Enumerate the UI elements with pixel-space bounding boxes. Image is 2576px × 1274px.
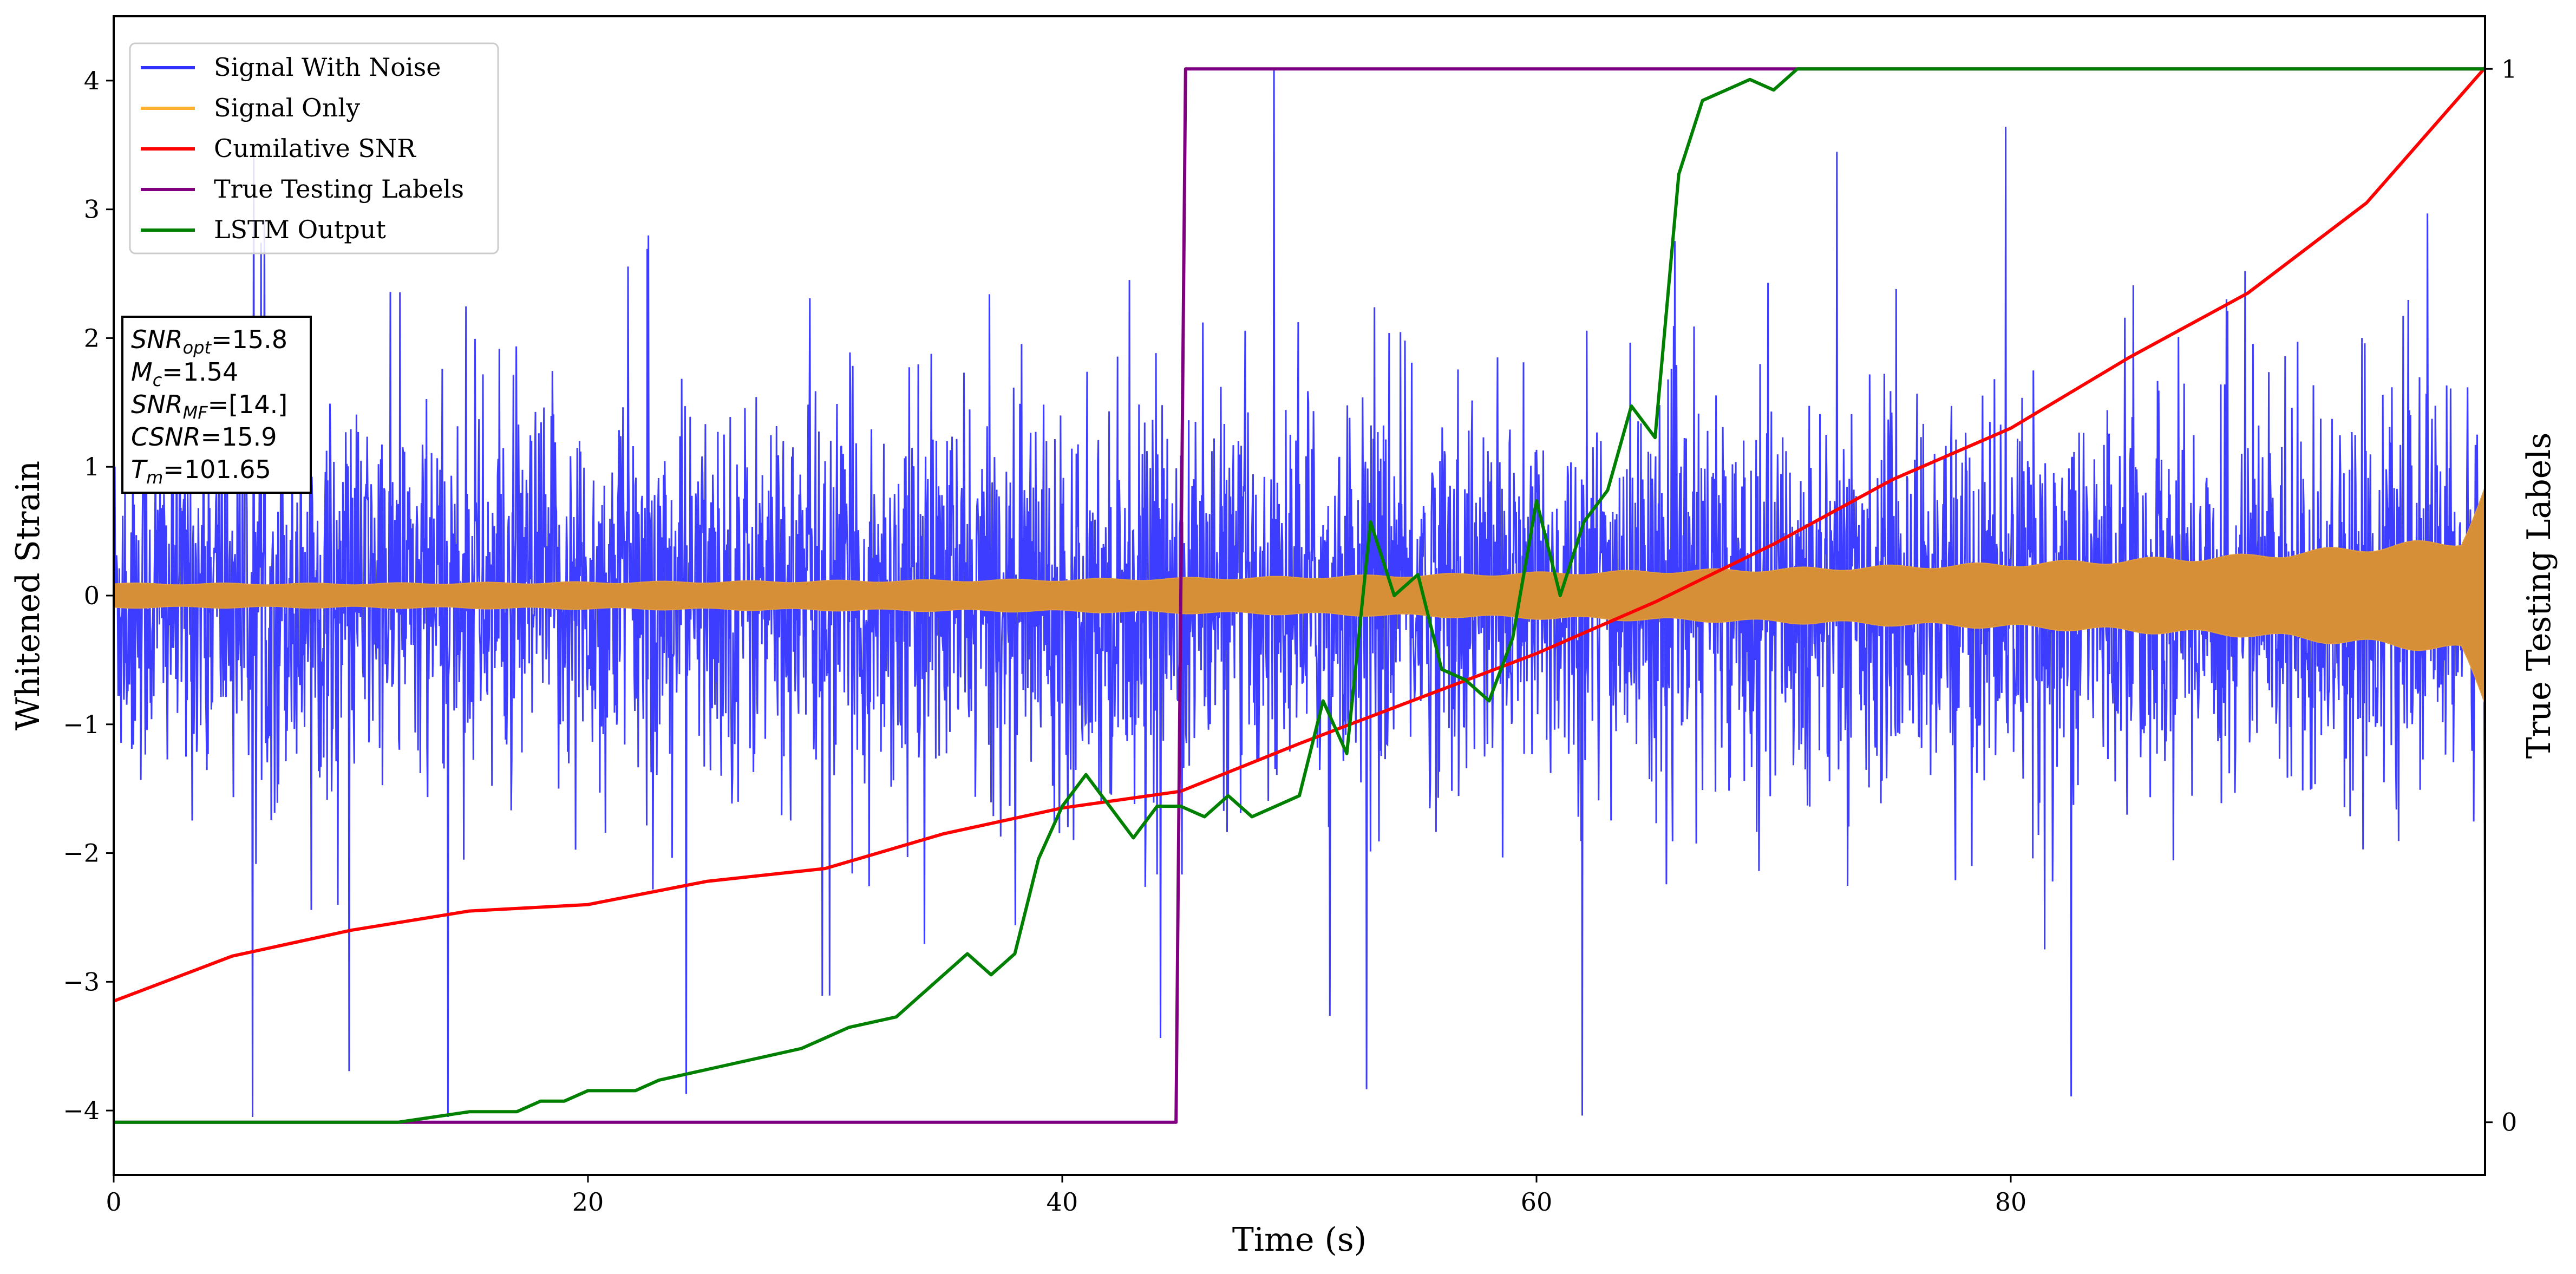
legend-label-true-testing-labels: True Testing Labels — [214, 174, 464, 204]
info-symbol: CSNR — [131, 422, 201, 452]
y-tick-label: −4 — [63, 1096, 100, 1125]
info-symbol: SNR — [131, 390, 183, 419]
x-tick-label: 40 — [1047, 1187, 1078, 1217]
y-tick-label: 0 — [84, 581, 100, 610]
legend-label-cumilative-snr: Cumilative SNR — [214, 134, 416, 163]
y-axis-label: Whitened Strain — [9, 461, 47, 730]
info-line-snropt: SNRopt=15.8 — [131, 325, 287, 358]
info-subscript: m — [146, 467, 163, 488]
info-box: SNRopt=15.8Mc=1.54SNRMF=[14.]CSNR=15.9Tm… — [121, 316, 312, 494]
y2-axis-ticks: 01 — [2485, 54, 2517, 1137]
info-line-csnr: CSNR=15.9 — [131, 422, 277, 452]
info-symbol: SNR — [131, 325, 183, 354]
y-axis-ticks: −4 −3 −2 −1 0 1 2 3 4 — [63, 66, 114, 1125]
x-axis-ticks: 0 20 40 60 80 — [106, 1175, 2026, 1217]
y-tick-label: 1 — [84, 452, 100, 481]
info-subscript: c — [153, 370, 162, 390]
y2-tick-label: 1 — [2501, 54, 2517, 83]
info-value: =1.54 — [162, 357, 238, 387]
info-line-mc: Mc=1.54 — [131, 357, 238, 390]
y-tick-label: 2 — [84, 323, 100, 352]
info-subscript: MF — [183, 402, 208, 423]
y-tick-label: −1 — [63, 710, 100, 739]
info-symbol: T — [131, 455, 148, 484]
legend-label-lstm-output: LSTM Output — [214, 215, 386, 244]
y-tick-label: −3 — [63, 967, 100, 996]
y-tick-label: −2 — [63, 839, 100, 868]
info-value: =15.8 — [211, 325, 287, 354]
legend-label-signal-with-noise: Signal With Noise — [214, 53, 441, 82]
x-axis-label: Time (s) — [1232, 1221, 1367, 1259]
x-tick-label: 80 — [1995, 1187, 2027, 1217]
legend: Signal With Noise Signal Only Cumilative S… — [129, 42, 499, 254]
x-tick-label: 60 — [1521, 1187, 1553, 1217]
info-box-frame — [121, 316, 312, 494]
info-symbol: M — [131, 357, 153, 387]
info-value: =[14.] — [208, 390, 288, 419]
x-tick-label: 0 — [106, 1187, 121, 1217]
y-tick-label: 3 — [84, 195, 100, 224]
info-line-snrmf: SNRMF=[14.] — [131, 390, 287, 423]
info-value: =15.9 — [201, 422, 277, 452]
info-line-tm: Tm=101.65 — [131, 455, 271, 488]
y-tick-label: 4 — [84, 66, 100, 95]
cumilative-snr-line — [114, 67, 2485, 1003]
lstm-output-line — [114, 67, 2485, 1124]
legend-box — [129, 42, 499, 254]
info-subscript: opt — [183, 337, 212, 358]
y2-tick-label: 0 — [2501, 1108, 2517, 1137]
series-signal-only — [114, 487, 2485, 704]
signal-only-band — [114, 487, 2485, 704]
legend-label-signal-only: Signal Only — [214, 93, 360, 122]
info-value: =101.65 — [163, 455, 271, 484]
y2-axis-label: True Testing Labels — [2520, 433, 2558, 759]
x-tick-label: 20 — [572, 1187, 604, 1217]
